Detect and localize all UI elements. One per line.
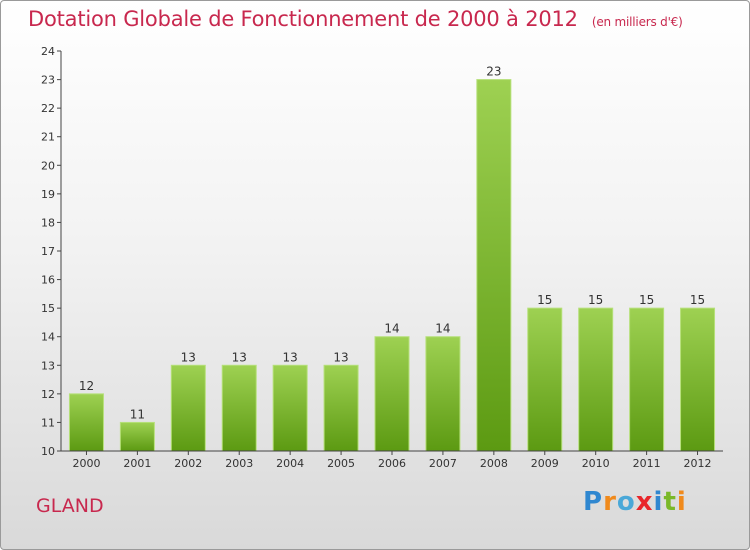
bar-value-label: 14 [384, 322, 399, 336]
bar [170, 364, 206, 452]
bars: 12 11 13 13 13 13 14 14 23 15 15 15 15 [68, 65, 716, 452]
bar [221, 364, 257, 452]
y-tick-label: 20 [41, 159, 55, 172]
x-tick-label: 2007 [429, 457, 457, 470]
bar-value-label: 15 [588, 293, 603, 307]
logo-letter: o [616, 487, 636, 517]
x-tick-label: 2000 [72, 457, 100, 470]
x-tick-label: 2005 [327, 457, 355, 470]
bar-value-label: 11 [130, 407, 145, 421]
bar-value-label: 12 [79, 379, 94, 393]
bar [323, 364, 359, 452]
y-tick-label: 22 [41, 102, 55, 115]
x-tick-label: 2002 [174, 457, 202, 470]
x-tick-label: 2010 [582, 457, 610, 470]
y-tick-label: 10 [41, 445, 55, 458]
bar-value-label: 13 [181, 350, 196, 364]
y-axis: 10 11 12 13 14 15 16 17 18 19 20 21 22 23 24 [41, 45, 62, 458]
place-name: GLAND [36, 495, 104, 517]
bar-value-label: 13 [232, 350, 247, 364]
bar [68, 393, 104, 452]
chart-title: Dotation Globale de Fonctionnement de 20… [28, 7, 683, 31]
y-tick-label: 16 [41, 274, 55, 287]
x-tick-label: 2008 [480, 457, 508, 470]
logo-letter: P [583, 487, 604, 517]
y-tick-label: 21 [41, 131, 55, 144]
y-tick-label: 24 [41, 45, 55, 58]
bar-value-label: 15 [537, 293, 552, 307]
x-tick-label: 2009 [531, 457, 559, 470]
logo-letter: i [653, 487, 664, 517]
y-tick-label: 19 [41, 188, 55, 201]
x-tick-label: 2006 [378, 457, 406, 470]
bar [272, 364, 308, 452]
bar [374, 336, 410, 452]
x-tick-label: 2004 [276, 457, 304, 470]
x-axis: 2000 2001 2002 2003 2004 2005 2006 2007 2008 2009… [61, 450, 723, 470]
logo-letter: r [603, 487, 617, 517]
y-tick-label: 15 [41, 302, 55, 315]
y-tick-label: 12 [41, 388, 55, 401]
y-tick-label: 13 [41, 359, 55, 372]
logo-letter: i [676, 487, 687, 517]
bar [680, 307, 716, 452]
bar-value-label: 23 [486, 65, 501, 79]
bar-value-label: 13 [283, 350, 298, 364]
bar-value-label: 13 [333, 350, 348, 364]
x-tick-label: 2012 [684, 457, 712, 470]
x-tick-label: 2001 [123, 457, 151, 470]
y-tick-label: 23 [41, 74, 55, 87]
bar [425, 336, 461, 452]
x-tick-label: 2011 [633, 457, 661, 470]
bar-value-label: 15 [639, 293, 654, 307]
bar [578, 307, 614, 452]
y-tick-label: 14 [41, 331, 55, 344]
bar [476, 79, 512, 452]
y-tick-label: 17 [41, 245, 55, 258]
bar [629, 307, 665, 452]
logo-letter: t [663, 487, 677, 517]
bar [527, 307, 563, 452]
chart-subtitle: (en milliers d'€) [591, 15, 683, 29]
bar-value-label: 15 [690, 293, 705, 307]
x-tick-label: 2003 [225, 457, 253, 470]
y-tick-label: 18 [41, 216, 55, 229]
bar-value-label: 14 [435, 322, 450, 336]
y-tick-label: 11 [41, 416, 55, 429]
proxiti-logo: Proxiti [583, 487, 687, 517]
logo-letter: x [635, 487, 654, 517]
bar [119, 421, 155, 452]
